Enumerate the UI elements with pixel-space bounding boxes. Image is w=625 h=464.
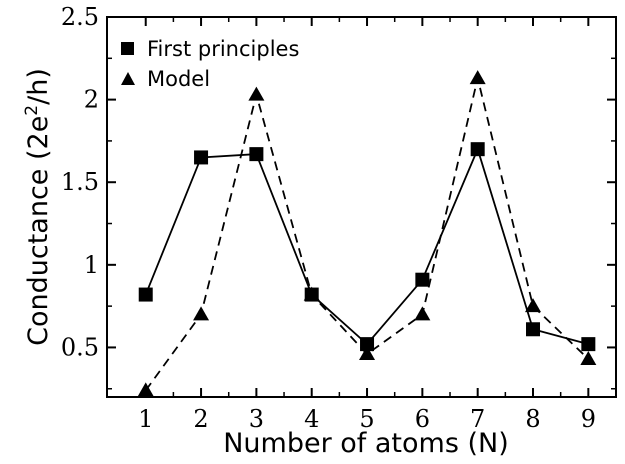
data-point-square xyxy=(138,287,153,302)
y-tick-label: 0.5 xyxy=(61,333,99,361)
series-markers xyxy=(137,70,597,397)
y-tick-label: 2 xyxy=(84,86,99,114)
x-tick-label: 5 xyxy=(359,405,374,433)
data-point-triangle xyxy=(137,382,154,397)
data-point-triangle xyxy=(303,286,320,301)
y-tick-label: 1.5 xyxy=(61,168,99,196)
y-tick-label: 1 xyxy=(84,251,99,279)
data-point-square xyxy=(249,147,264,162)
data-point-square xyxy=(415,272,430,287)
x-axis-label: Number of atoms (N) xyxy=(223,428,509,459)
series-line-model xyxy=(145,77,589,391)
data-point-square xyxy=(194,150,209,165)
legend-square-icon xyxy=(121,42,134,55)
axis-ticks xyxy=(107,16,616,397)
data-point-triangle xyxy=(580,351,597,365)
y-axis-label-tail: /h) xyxy=(23,68,54,105)
x-tick-label: 8 xyxy=(525,405,540,433)
legend-label-first-principles: First principles xyxy=(147,37,299,61)
x-tick-label: 1 xyxy=(138,405,153,433)
y-tick-label: 2.5 xyxy=(61,3,99,31)
data-point-triangle xyxy=(359,346,376,361)
data-point-triangle xyxy=(248,86,265,101)
y-axis-label-sup: 2 xyxy=(22,105,42,116)
tick-labels: 1 2 3 4 5 6 7 8 9 0.5 1 1.5 2 2.5 xyxy=(61,3,596,433)
x-tick-label: 3 xyxy=(249,405,264,433)
data-point-triangle xyxy=(525,298,542,313)
legend: First principles Model xyxy=(121,37,299,91)
data-point-square xyxy=(526,322,541,337)
x-tick-label: 7 xyxy=(470,405,485,433)
data-point-triangle xyxy=(469,70,486,85)
x-tick-label: 6 xyxy=(415,405,430,433)
y-axis-label: Conductance (2e2/h) xyxy=(22,68,54,346)
x-tick-label: 4 xyxy=(304,405,319,433)
legend-triangle-icon xyxy=(121,72,135,85)
plot-frame xyxy=(106,16,617,398)
data-point-triangle xyxy=(193,306,210,321)
legend-label-model: Model xyxy=(147,67,210,91)
data-point-square xyxy=(470,142,485,157)
x-tick-label: 2 xyxy=(193,405,208,433)
data-point-square xyxy=(581,337,596,352)
series-line-first-principles xyxy=(144,146,589,346)
data-point-triangle xyxy=(414,306,431,321)
x-tick-label: 9 xyxy=(581,405,596,433)
data-point-square xyxy=(360,337,375,352)
y-axis-label-main: Conductance (2e xyxy=(23,116,54,346)
